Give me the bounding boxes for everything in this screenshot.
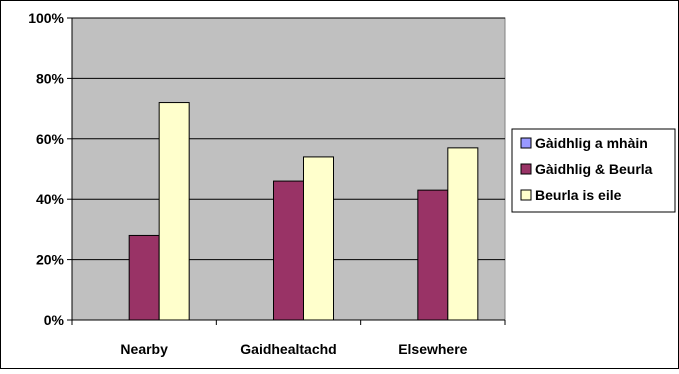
- legend-swatch: [520, 189, 532, 201]
- x-tick-label: Elsewhere: [398, 341, 467, 357]
- legend-box: [511, 128, 676, 213]
- bar: [158, 102, 190, 321]
- bar: [273, 180, 304, 321]
- bar: [128, 234, 160, 321]
- y-tick-label: 100%: [28, 10, 64, 26]
- bar: [447, 147, 479, 321]
- bars: [128, 102, 479, 321]
- legend-label: Beurla is eile: [535, 187, 622, 203]
- y-tick-label: 20%: [36, 252, 65, 268]
- legend-label: Gàidhlig & Beurla: [535, 161, 653, 177]
- bar: [303, 156, 334, 321]
- legend: Gàidhlig a mhàin Gàidhlig & Beurla Beurla …: [511, 128, 676, 213]
- y-axis-tick-labels: 0% 20% 40% 60% 80% 100%: [28, 10, 64, 328]
- y-tick-label: 40%: [36, 191, 65, 207]
- x-axis-tick-labels: Nearby Gaidhealtachd Elsewhere: [120, 341, 467, 357]
- y-tick-label: 60%: [36, 131, 65, 147]
- x-tick-label: Nearby: [120, 341, 168, 357]
- y-tick-label: 80%: [36, 70, 65, 86]
- legend-label: Gàidhlig a mhàin: [535, 135, 648, 151]
- x-tick-label: Gaidhealtachd: [240, 341, 336, 357]
- legend-swatch: [520, 163, 532, 175]
- legend-swatch: [520, 137, 532, 149]
- axes: [67, 17, 506, 325]
- bar: [417, 189, 449, 321]
- y-tick-label: 0%: [44, 312, 65, 328]
